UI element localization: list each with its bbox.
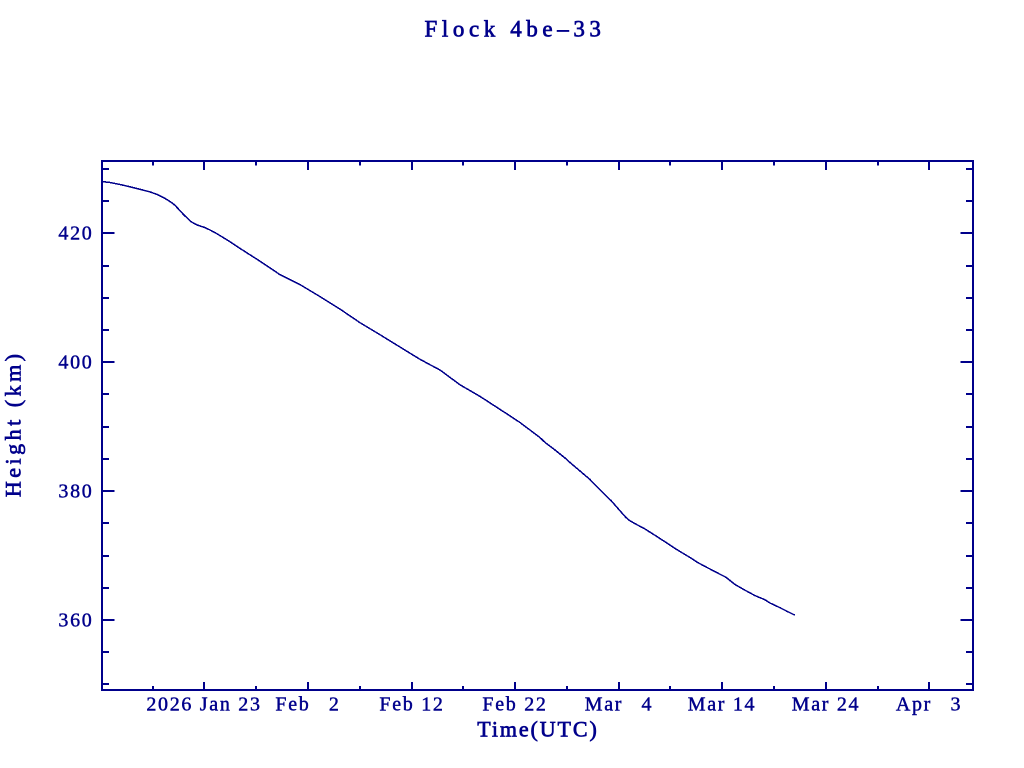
svg-text:380: 380 [58,481,93,503]
svg-text:Apr 3: Apr 3 [896,693,962,715]
svg-text:Mar 4: Mar 4 [585,693,654,715]
svg-text:Time(UTC): Time(UTC) [477,716,598,741]
svg-text:Feb 12: Feb 12 [379,693,444,715]
svg-text:400: 400 [58,352,93,374]
svg-text:Flock 4be–33: Flock 4be–33 [424,17,605,42]
svg-text:Feb 2: Feb 2 [275,693,340,715]
svg-text:Mar 14: Mar 14 [688,693,757,715]
svg-text:Feb 22: Feb 22 [482,693,547,715]
svg-text:Height (km): Height (km) [1,350,26,497]
svg-text:2026 Jan 23: 2026 Jan 23 [146,693,261,715]
svg-text:420: 420 [58,223,93,245]
svg-text:Mar 24: Mar 24 [792,693,861,715]
svg-text:360: 360 [58,609,93,631]
